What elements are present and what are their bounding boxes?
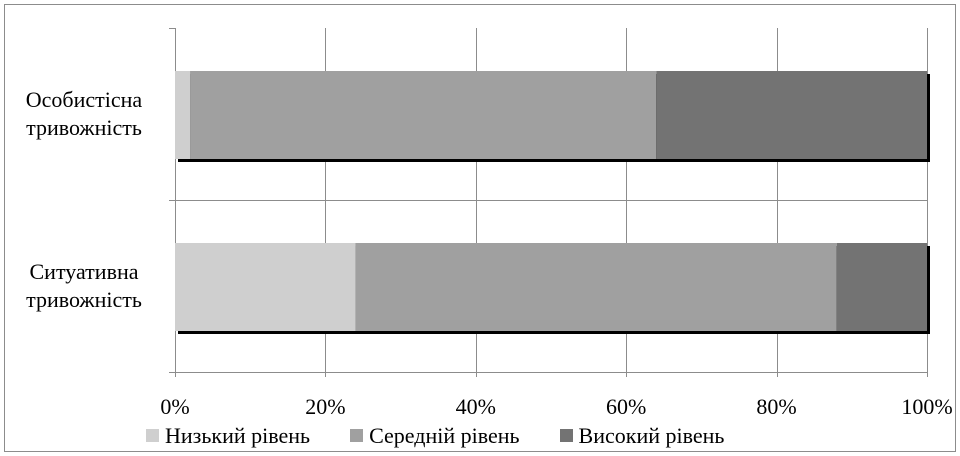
category-label: Ситуативна тривожність (6, 258, 162, 314)
bar-segment-2 (190, 71, 657, 159)
x-tick-label: 20% (305, 394, 346, 419)
legend-item: Високий рівень (559, 422, 725, 450)
x-tick-label: 80% (756, 394, 797, 419)
legend-label: Середній рівень (369, 423, 520, 448)
category-label-line: Особистісна (25, 87, 143, 112)
category-label-line: Ситуативна (29, 259, 139, 284)
bar-segment-3 (656, 71, 927, 159)
bar-segment-2 (355, 243, 837, 331)
legend-label: Високий рівень (578, 423, 725, 448)
x-tick-label: 0% (160, 394, 190, 419)
legend-label: Низький рівень (165, 423, 311, 448)
bar-segment-1 (175, 71, 191, 159)
category-label-line: тривожність (26, 287, 142, 312)
legend-item: Низький рівень (146, 422, 310, 450)
legend: Низький рівень Середній рівень Високий рів… (146, 422, 764, 450)
x-tick-label: 40% (455, 394, 496, 419)
legend-swatch (350, 429, 364, 442)
bar-segment-1 (175, 243, 356, 331)
x-tick-label: 100% (901, 394, 953, 419)
x-tick-label: 60% (606, 394, 647, 419)
legend-swatch (559, 429, 573, 442)
bar-segment-3 (836, 243, 927, 331)
legend-swatch (146, 429, 159, 442)
category-label-line: тривожність (26, 115, 142, 140)
legend-item: Середній рівень (350, 422, 520, 450)
category-label: Особистісна тривожність (6, 86, 162, 142)
